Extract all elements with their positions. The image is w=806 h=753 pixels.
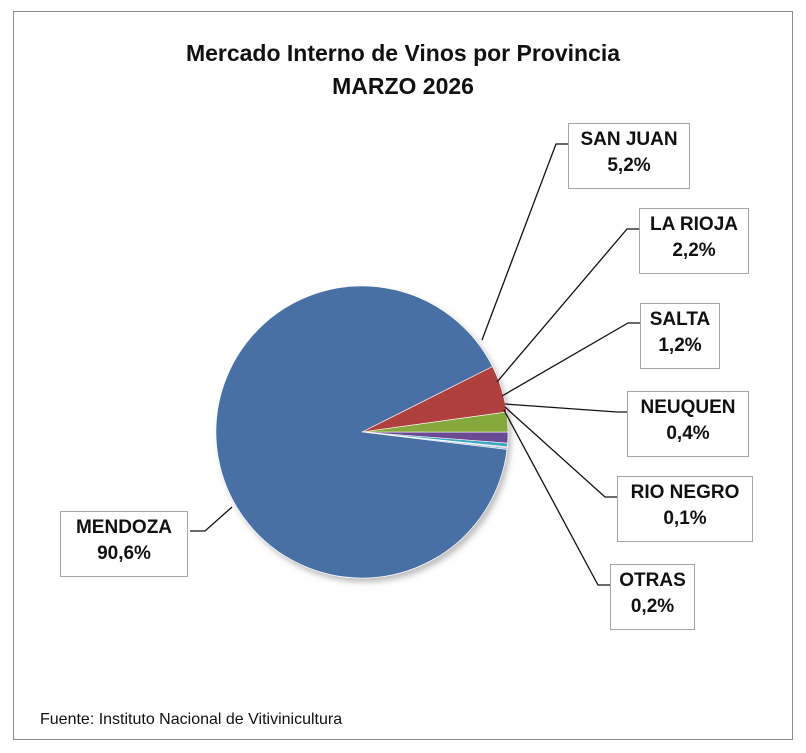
slice-name-san-juan: SAN JUAN [580, 129, 678, 150]
slice-value-neuquen: 0,4% [666, 423, 710, 444]
slice-value-salta: 1,2% [658, 335, 702, 356]
leader-line-salta [501, 322, 640, 397]
leader-line-la-rioja [496, 228, 639, 383]
leader-line-otras [503, 409, 610, 586]
slice-name-salta: SALTA [649, 309, 711, 330]
chart-title: Mercado Interno de Vinos por Provincia [185, 40, 621, 66]
data-label-neuquen: NEUQUEN 0,4% [627, 391, 749, 457]
slice-name-neuquen: NEUQUEN [640, 397, 736, 418]
data-label-rio-negro: RIO NEGRO 0,1% [617, 476, 753, 542]
slice-name-mendoza: MENDOZA [75, 517, 173, 538]
data-label-mendoza: MENDOZA 90,6% [60, 511, 188, 577]
leader-line-neuquen [504, 403, 627, 413]
data-label-otras: OTRAS 0,2% [610, 564, 695, 630]
source-note: Fuente: Instituto Nacional de Vitivinicu… [40, 711, 343, 728]
slice-value-la-rioja: 2,2% [672, 240, 716, 261]
slice-value-san-juan: 5,2% [607, 155, 651, 176]
leader-line-san-juan [481, 143, 568, 341]
slice-value-otras: 0,2% [630, 596, 675, 617]
leader-line-mendoza [190, 506, 233, 532]
data-label-san-juan: SAN JUAN 5,2% [568, 123, 690, 189]
slice-value-rio-negro: 0,1% [663, 508, 707, 529]
slice-value-mendoza: 90,6% [97, 543, 151, 564]
slice-name-rio-negro: RIO NEGRO [630, 482, 740, 503]
data-label-la-rioja: LA RIOJA 2,2% [639, 208, 749, 274]
chart-subtitle: MARZO 2026 [332, 73, 474, 99]
slice-name-otras: OTRAS [619, 570, 686, 591]
leader-line-rio-negro [504, 406, 617, 498]
data-label-salta: SALTA 1,2% [640, 303, 720, 369]
slice-name-la-rioja: LA RIOJA [650, 214, 738, 235]
pie-slice-mendoza [215, 285, 508, 579]
